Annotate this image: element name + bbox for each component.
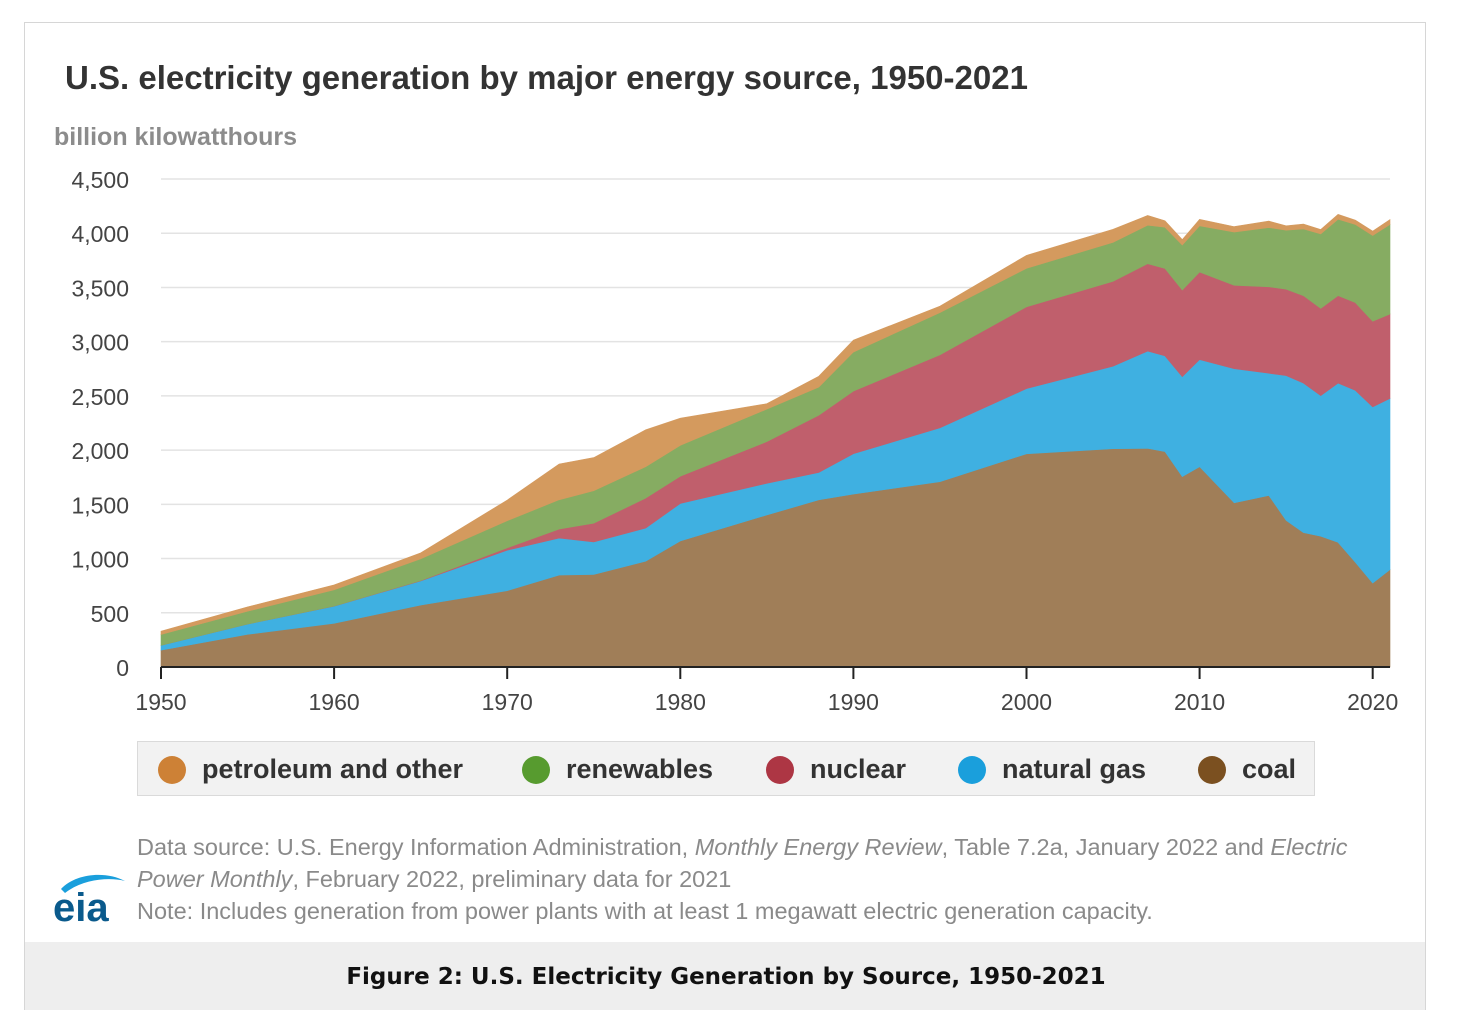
stacked-areas [160,214,1391,668]
chart-title: U.S. electricity generation by major ene… [65,59,1028,96]
y-tick-label: 2,000 [71,438,129,464]
chart-card: U.S. electricity generation by major ene… [24,22,1426,1010]
y-tick-label: 2,500 [71,384,129,410]
legend-dot-icon [766,755,794,784]
y-tick-label: 3,000 [71,330,129,356]
y-tick-labels: 0 500 1,000 1,500 2,000 2,500 3,000 3,500 4,000 4… [71,167,129,681]
area-petroleum-and-other [160,214,1391,635]
source-note-line: Note: Includes generation from power pla… [137,898,1153,924]
x-tick-label: 2000 [1001,689,1052,715]
x-tick-label: 1950 [135,689,186,715]
chart-legend: petroleum and other renewables nuclear natu… [137,741,1315,796]
legend-item: coal [1198,742,1296,797]
legend-item: petroleum and other [158,742,463,797]
x-tick-label: 1970 [482,689,533,715]
legend-label: renewables [566,754,714,784]
x-tick-label: 1990 [828,689,879,715]
source-line-1: Data source: U.S. Energy Information Adm… [137,834,1348,860]
legend-dot-icon [958,755,986,784]
y-tick-label: 500 [91,601,129,627]
x-tick-label: 2020 [1347,689,1398,715]
legend-label: natural gas [1002,754,1147,784]
y-tick-label: 1,000 [71,547,129,573]
y-tick-label: 0 [116,655,129,681]
x-tick-label: 1980 [655,689,706,715]
svg-text:eia: eia [53,886,109,925]
legend-item: nuclear [766,742,906,797]
legend-label: petroleum and other [202,754,464,784]
legend-dot-icon [158,755,186,784]
source-line-2: Power Monthly, February 2022, preliminar… [137,866,732,892]
axes [160,666,1390,679]
area-chart: 0 500 1,000 1,500 2,000 2,500 3,000 3,500 4,000 4… [71,167,1398,715]
y-tick-label: 4,000 [71,221,129,247]
figure-caption: Figure 2: U.S. Electricity Generation by… [346,963,1106,990]
legend-label: nuclear [810,754,907,784]
figure-caption-bar: Figure 2: U.S. Electricity Generation by… [25,942,1425,1010]
legend-dot-icon [522,755,550,784]
y-axis-unit-label: billion kilowatthours [54,123,298,151]
x-tick-label: 2010 [1174,689,1225,715]
x-tick-label: 1960 [309,689,360,715]
legend-item: renewables [522,742,713,797]
data-source-note: Data source: U.S. Energy Information Adm… [137,831,1425,927]
eia-logo-icon: eia [53,874,125,925]
y-tick-label: 3,500 [71,275,129,301]
legend-dot-icon [1198,755,1226,784]
y-tick-label: 4,500 [71,167,129,193]
y-tick-label: 1,500 [71,492,129,518]
legend-item: natural gas [958,742,1146,797]
x-tick-labels: 1950 1960 1970 1980 1990 2000 2010 2020 [135,689,1398,715]
legend-label: coal [1242,754,1297,784]
